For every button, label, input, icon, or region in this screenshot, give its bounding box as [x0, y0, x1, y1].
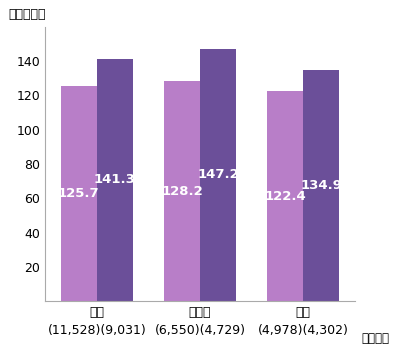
Text: （スコア）: （スコア） [8, 8, 46, 21]
Text: 125.7: 125.7 [58, 187, 100, 200]
Text: 128.2: 128.2 [161, 185, 203, 198]
Bar [267, 91, 303, 301]
Bar [303, 70, 339, 301]
Text: 147.2: 147.2 [197, 168, 239, 181]
Bar [61, 85, 97, 301]
Text: （人数）: （人数） [362, 332, 390, 345]
Bar [97, 59, 133, 301]
Bar [200, 49, 236, 301]
Bar [164, 81, 200, 301]
Text: 134.9: 134.9 [300, 179, 342, 192]
Text: 141.3: 141.3 [94, 173, 136, 186]
Text: 122.4: 122.4 [264, 190, 306, 203]
